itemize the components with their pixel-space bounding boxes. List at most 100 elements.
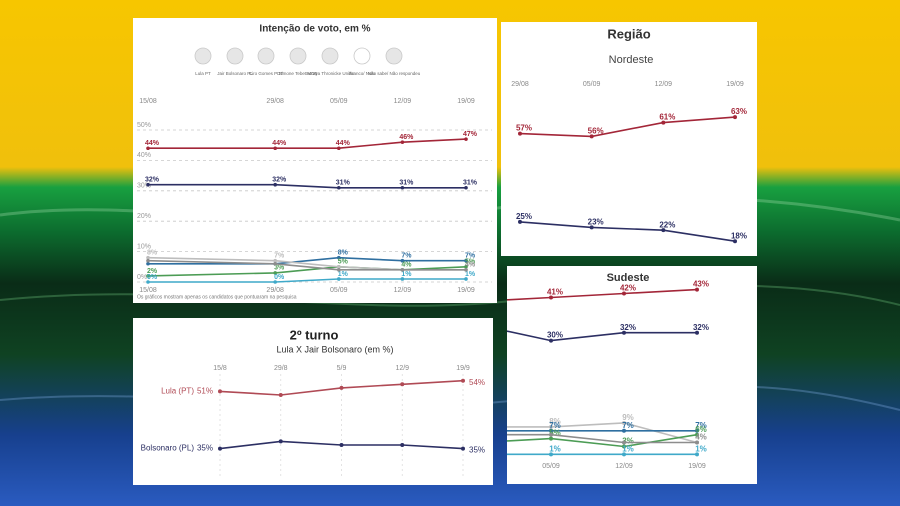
chart-subtitle: Nordeste	[609, 54, 654, 66]
x-tick-label: 05/09	[330, 287, 348, 294]
x-tick-label: 19/09	[688, 463, 706, 470]
series-line	[507, 288, 698, 301]
chart-title: Intenção de voto, em %	[259, 24, 370, 35]
data-label: 44%	[336, 140, 351, 147]
data-point	[146, 274, 150, 278]
x-tick-label: 29/08	[511, 81, 529, 88]
y-tick-label: 40%	[137, 152, 151, 159]
data-point	[400, 258, 405, 263]
data-label: 32%	[272, 177, 287, 184]
x-tick-label: 05/09	[583, 81, 601, 88]
data-label: 9%	[622, 413, 634, 422]
footnote: Os gráficos mostram apenas os candidatos…	[137, 294, 297, 300]
x-tick-label: 12/09	[655, 81, 673, 88]
data-point	[549, 452, 553, 457]
data-label: 5%	[549, 429, 561, 438]
y-tick-label: 30%	[137, 183, 151, 190]
data-label: 6%	[695, 425, 707, 434]
data-label: 7%	[549, 421, 561, 430]
data-label: 32%	[620, 323, 636, 332]
data-point	[661, 120, 666, 125]
data-point	[146, 280, 150, 284]
x-tick-label: 29/08	[266, 287, 284, 294]
data-label: 31%	[336, 180, 351, 187]
x-tick-label: 19/09	[726, 81, 744, 88]
data-label: 1%	[401, 271, 412, 278]
data-point	[273, 271, 278, 275]
data-point	[461, 378, 465, 383]
data-label: 7%	[465, 253, 476, 260]
data-point	[273, 258, 278, 263]
x-tick-label: 15/08	[139, 287, 157, 294]
data-label: 2%	[147, 268, 158, 275]
data-point	[400, 185, 405, 190]
x-tick-label: 12/09	[394, 287, 412, 294]
data-point	[464, 268, 468, 272]
series-line	[519, 116, 736, 138]
data-point	[622, 452, 626, 457]
data-label: 30%	[547, 331, 563, 340]
data-point	[218, 389, 222, 394]
data-point	[273, 146, 278, 151]
data-label: 42%	[620, 284, 636, 293]
data-label: 0%	[147, 274, 158, 281]
data-point	[549, 432, 553, 437]
data-point	[695, 330, 699, 335]
data-point	[622, 440, 626, 445]
series-line	[507, 433, 697, 444]
x-tick-label: 05/09	[542, 463, 560, 470]
x-tick-label: 12/09	[615, 463, 633, 470]
panel-segundo-turno	[133, 318, 493, 485]
x-tick-label: 15/08	[139, 98, 157, 105]
data-label: 4%	[695, 433, 707, 442]
data-label: 57%	[516, 124, 532, 133]
avatars	[194, 47, 403, 65]
y-tick-label: 0%	[137, 274, 147, 281]
x-tick-label: 12/9	[395, 365, 409, 372]
data-point	[339, 385, 344, 390]
data-point	[733, 115, 737, 120]
data-label: 32%	[693, 323, 709, 332]
data-point	[273, 280, 278, 284]
x-tick-label: 19/09	[457, 287, 475, 294]
data-label: 22%	[659, 220, 675, 229]
x-tick-label: 05/09	[330, 98, 348, 105]
data-point	[464, 137, 468, 141]
data-label: 7%	[622, 421, 634, 430]
data-label: 32%	[145, 177, 160, 184]
data-point	[589, 134, 594, 139]
data-point	[400, 277, 405, 281]
data-point	[464, 265, 468, 269]
data-point	[273, 261, 278, 266]
data-point	[337, 277, 341, 281]
data-label: 31%	[399, 180, 414, 187]
data-label: 7%	[274, 253, 285, 260]
data-point	[400, 268, 405, 272]
x-tick-label: 29/08	[266, 98, 284, 105]
legend-label: Ciro Gomes PDT	[249, 71, 284, 76]
data-point	[695, 440, 699, 445]
series-label: Bolsonaro (PL) 35%	[141, 444, 213, 453]
data-label: 56%	[588, 126, 604, 135]
data-label: 1%	[338, 271, 349, 278]
data-point	[549, 428, 553, 433]
data-point	[146, 258, 150, 263]
data-label: 44%	[272, 140, 287, 147]
data-label: 54%	[469, 378, 485, 387]
series-name: Lula (PT)	[161, 387, 194, 396]
series-label: Lula (PT) 51%	[161, 387, 213, 396]
y-tick-label: 20%	[137, 213, 151, 220]
data-label: 5%	[338, 259, 349, 266]
chart-title: Sudeste	[607, 272, 650, 284]
data-label: 8%	[147, 250, 158, 257]
series-line	[507, 422, 698, 444]
legend-label: Jair Bolsonaro PL	[217, 71, 253, 76]
data-label: 4%	[465, 262, 476, 269]
data-label: 8%	[338, 250, 349, 257]
data-point	[400, 443, 405, 447]
data-label: 1%	[695, 444, 707, 453]
data-point	[464, 277, 468, 281]
data-label: 23%	[588, 218, 604, 227]
